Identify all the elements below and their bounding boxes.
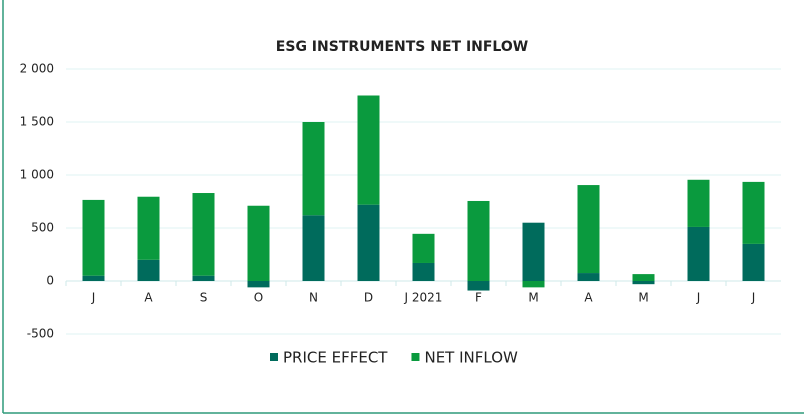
x-tick-label: J (751, 291, 756, 305)
x-tick-label: F (475, 291, 482, 305)
x-tick-label: J 2021 (404, 291, 443, 305)
y-tick-label: 0 (46, 274, 54, 288)
x-tick-label: M (528, 291, 538, 305)
bar (522, 222, 545, 281)
bar (82, 275, 105, 281)
chart-title: ESG INSTRUMENTS NET INFLOW (276, 39, 528, 55)
bar (247, 205, 270, 281)
x-tick-label: A (144, 291, 153, 305)
x-tick-label: J (91, 291, 96, 305)
x-tick-label: D (364, 291, 373, 305)
y-tick-label: 500 (31, 221, 54, 235)
bar (357, 95, 380, 205)
bar (632, 274, 655, 281)
bar (192, 275, 215, 281)
legend-label: NET INFLOW (424, 349, 518, 367)
y-tick-label: 1 000 (20, 168, 54, 182)
x-tick-label: M (638, 291, 648, 305)
bar (577, 273, 600, 281)
x-tick-label: A (584, 291, 593, 305)
bar (687, 226, 710, 281)
bar (687, 179, 710, 227)
legend-label: PRICE EFFECT (283, 349, 388, 367)
bar (137, 196, 160, 260)
y-tick-label: 1 500 (20, 115, 54, 129)
y-tick-label: -500 (27, 327, 54, 341)
x-tick-label: S (200, 291, 208, 305)
bar (742, 243, 765, 281)
legend-swatch (411, 353, 420, 361)
bar (247, 281, 270, 288)
x-tick-label: O (254, 291, 263, 305)
bar (412, 233, 435, 263)
bar (302, 122, 325, 216)
y-tick-label: 2 000 (20, 62, 54, 76)
bar (192, 193, 215, 276)
bar (742, 181, 765, 244)
bar (357, 204, 380, 281)
legend-swatch (270, 353, 278, 361)
bar (302, 215, 325, 281)
bar (522, 281, 545, 288)
bar (577, 185, 600, 274)
x-tick-label: N (309, 291, 318, 305)
bar (82, 199, 105, 276)
x-tick-label: J (696, 291, 701, 305)
bar (412, 262, 435, 281)
bar (632, 281, 655, 285)
bar (137, 259, 160, 281)
bar (467, 200, 490, 281)
bar (467, 281, 490, 291)
